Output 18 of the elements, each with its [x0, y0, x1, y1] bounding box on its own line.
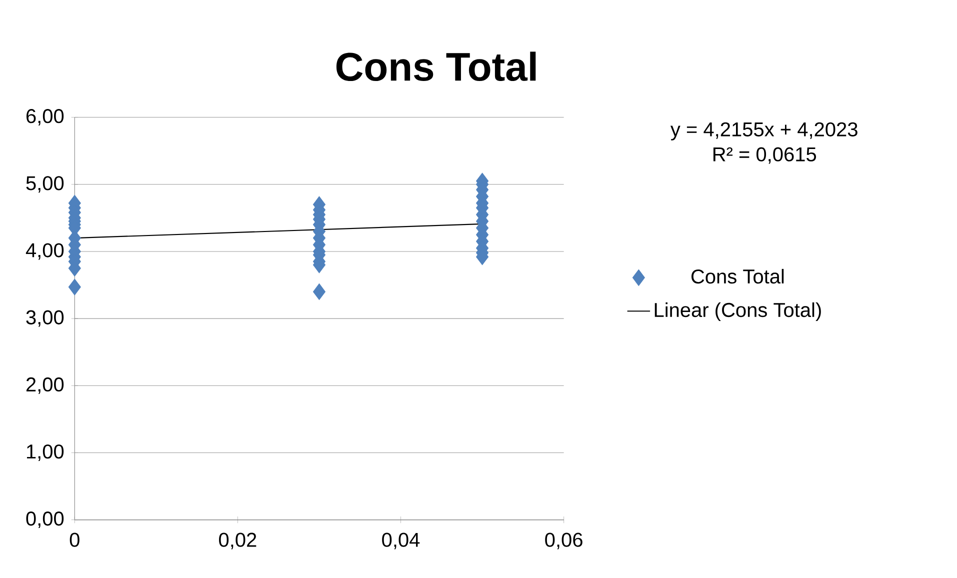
point [312, 283, 326, 300]
x-tick-label: 0 [70, 532, 80, 547]
legend-label: Cons Total [691, 268, 784, 284]
y-tick-label: 6,00 [26, 108, 64, 126]
x-tick-label: 0,04 [382, 532, 420, 550]
text: R² = 0,0615 [713, 147, 816, 164]
x-tick-label: 0,06 [545, 532, 582, 550]
text: y = 4,2155x + 4,2023 [670, 122, 858, 140]
legend-label: Linear (Cons Total) [654, 302, 821, 321]
y-tick-label: 2,00 [26, 377, 64, 394]
chart-title: Cons Total [336, 51, 536, 81]
y-tick-label: 1,00 [27, 444, 64, 461]
point [68, 278, 81, 296]
y-tick-label: 4,00 [26, 242, 64, 260]
y-tick-label: 3,00 [26, 310, 64, 327]
y-tick-label: 0,00 [26, 511, 64, 528]
x-tick-label: 0,02 [219, 532, 256, 550]
y-tick-label: 5,00 [26, 176, 64, 192]
